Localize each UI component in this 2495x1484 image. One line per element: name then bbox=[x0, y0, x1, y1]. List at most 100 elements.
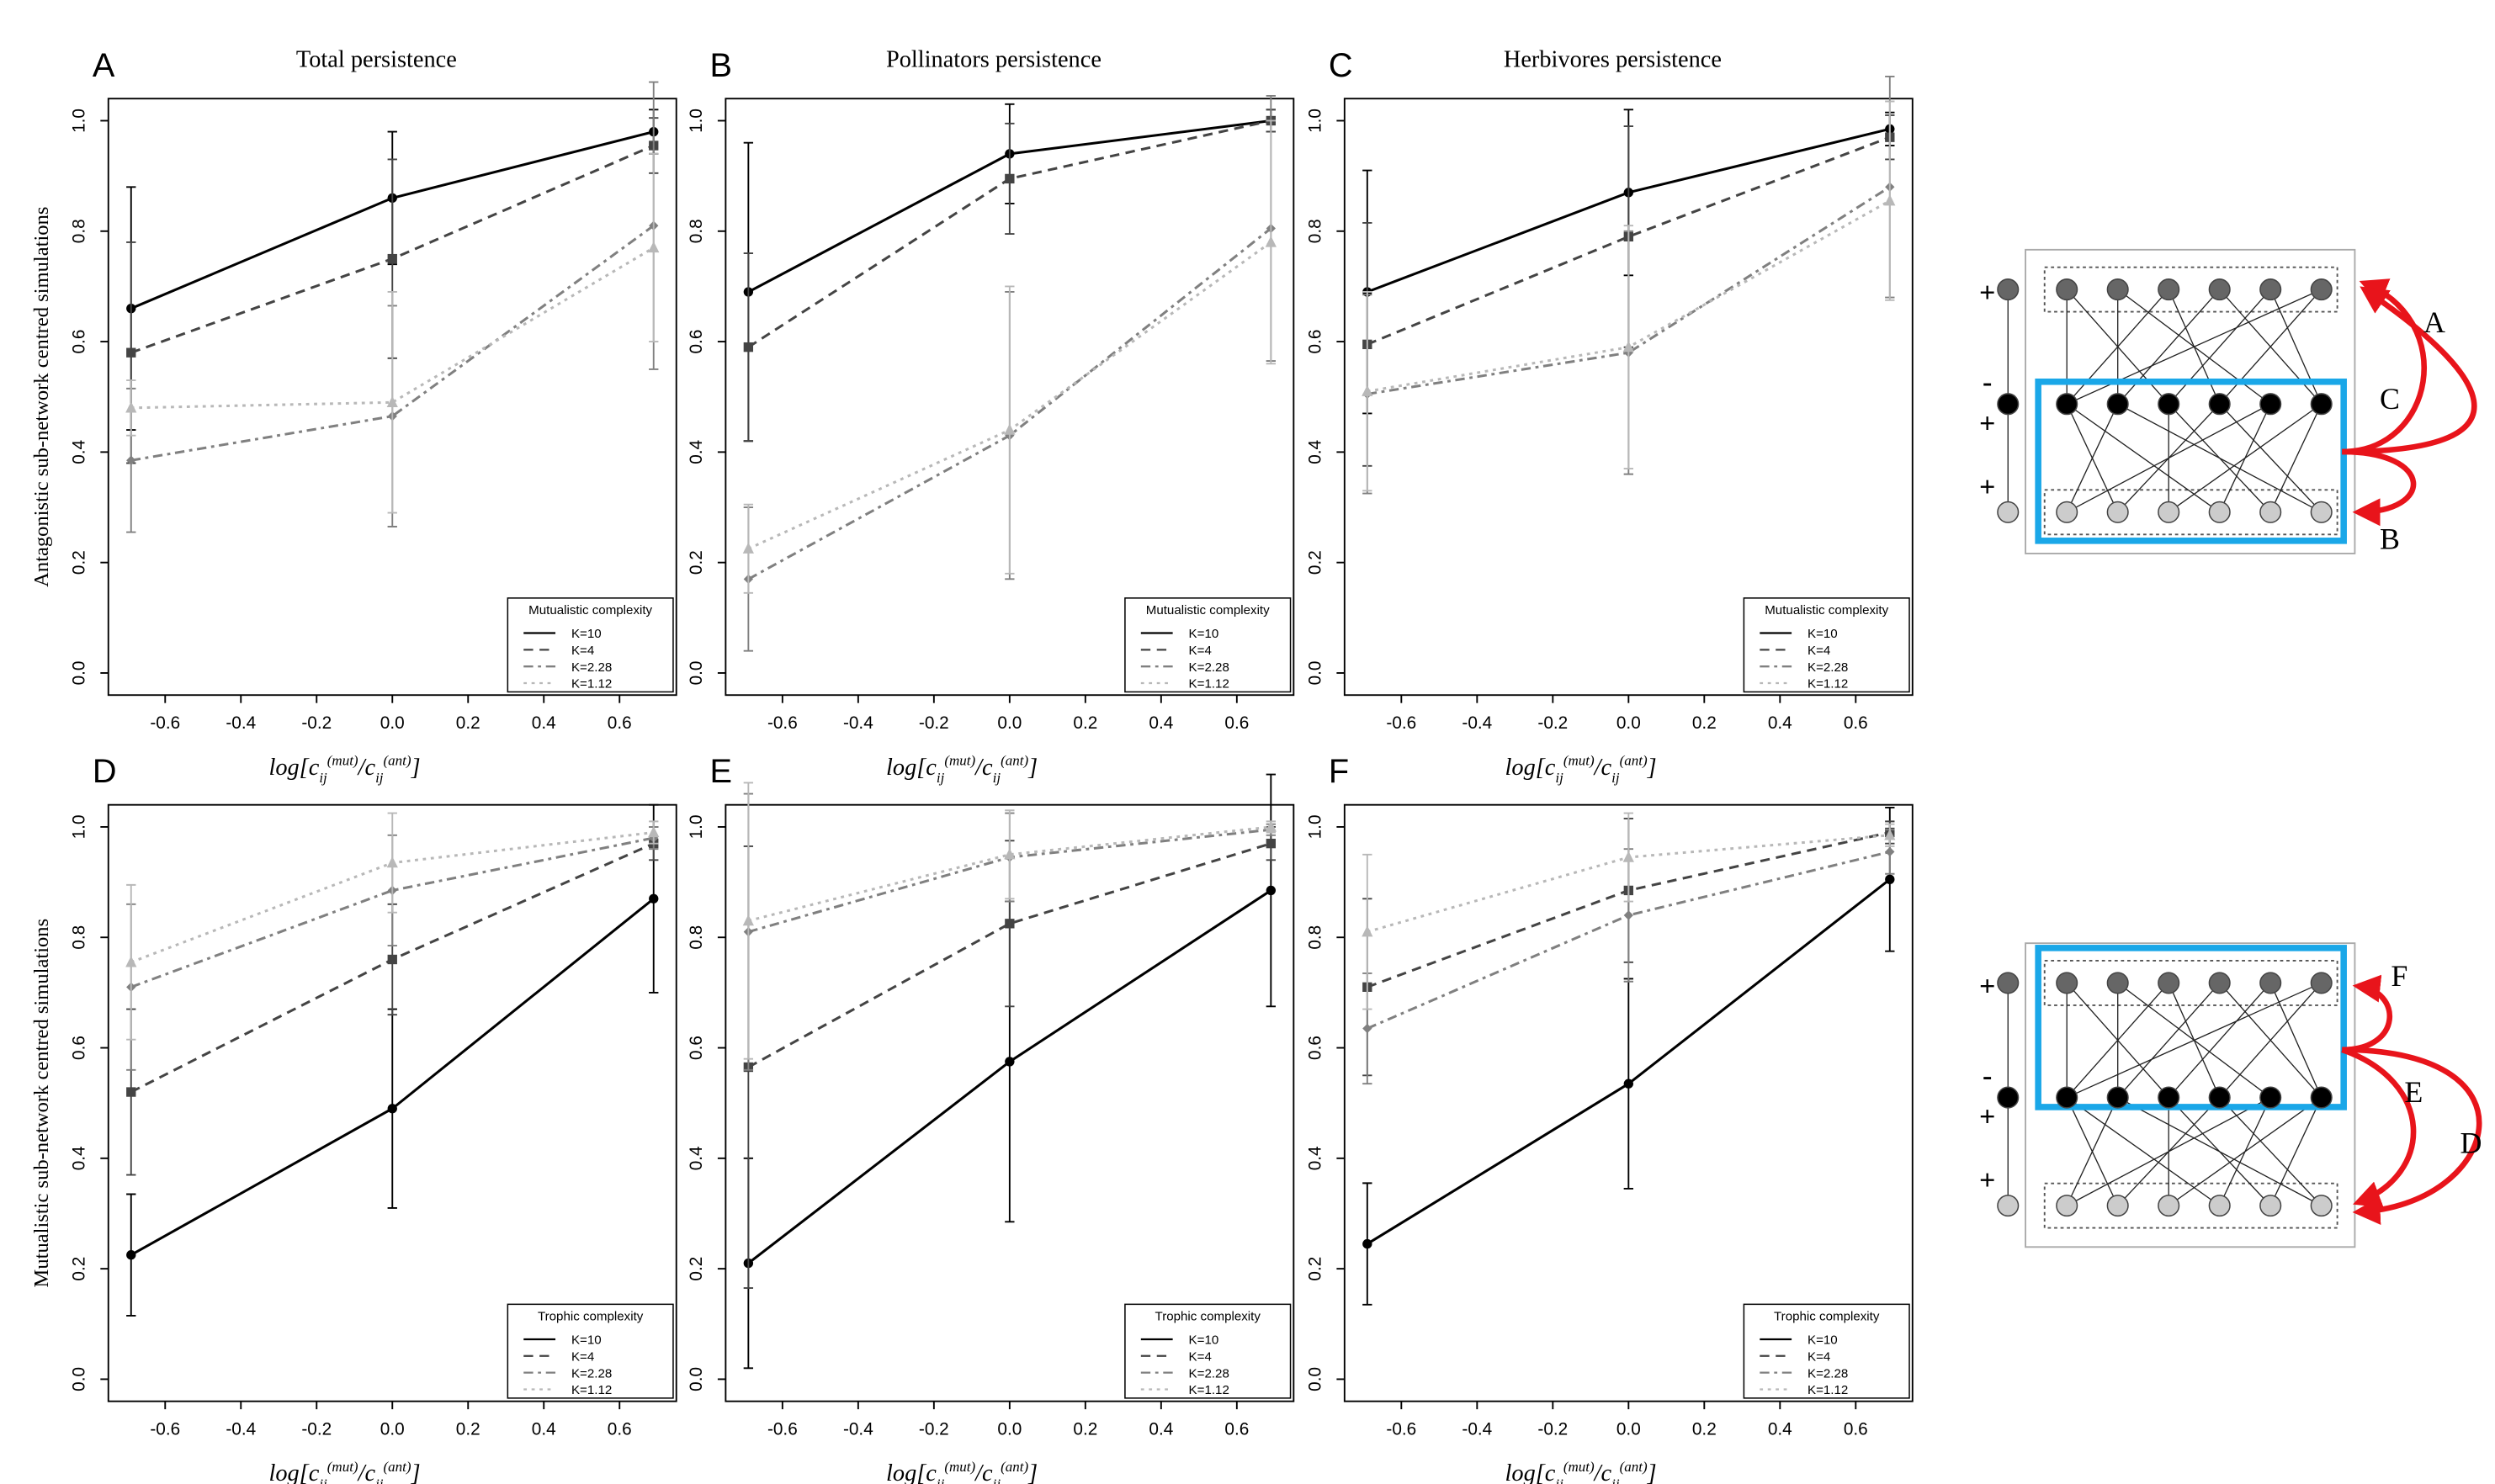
y-tick-label: 0.2 bbox=[687, 1257, 706, 1281]
marker bbox=[1266, 886, 1276, 895]
y-tick-label: 0.0 bbox=[69, 661, 88, 686]
x-axis-label: log[cij(mut)/cij(ant)] bbox=[886, 752, 1038, 786]
marker bbox=[1885, 847, 1894, 856]
node bbox=[1998, 394, 2019, 415]
node bbox=[2209, 1195, 2230, 1216]
x-tick-label: 0.6 bbox=[1224, 713, 1249, 733]
x-tick-label: -0.4 bbox=[843, 1419, 873, 1439]
x-label-part: log[c bbox=[886, 755, 937, 781]
x-tick-label: -0.4 bbox=[1462, 1419, 1492, 1439]
marker bbox=[1623, 341, 1634, 352]
x-label-part: ij bbox=[937, 770, 945, 786]
arrow-label: D bbox=[2460, 1126, 2482, 1160]
y-tick-label: 0.6 bbox=[687, 330, 706, 354]
y-tick-label: 0.2 bbox=[687, 550, 706, 575]
edge bbox=[2067, 983, 2322, 1097]
x-label-part: ] bbox=[1647, 755, 1657, 781]
node bbox=[2107, 394, 2128, 415]
x-tick-label: 0.0 bbox=[1616, 713, 1641, 733]
y-tick-label: 0.4 bbox=[1305, 1146, 1324, 1170]
legend-label: K=1.12 bbox=[1808, 677, 1848, 692]
x-label-part: (ant) bbox=[1001, 752, 1028, 768]
sign: + bbox=[1979, 1165, 1995, 1196]
node bbox=[1998, 973, 2019, 994]
x-tick-label: -0.6 bbox=[150, 713, 180, 733]
marker bbox=[126, 348, 135, 358]
arrow-label: B bbox=[2380, 522, 2400, 555]
marker bbox=[1005, 1057, 1014, 1066]
node bbox=[2158, 973, 2179, 994]
marker bbox=[1004, 424, 1015, 435]
legend-label: K=2.28 bbox=[1808, 1366, 1848, 1381]
node bbox=[1998, 279, 2019, 300]
arrow bbox=[2342, 1050, 2479, 1212]
node bbox=[2260, 973, 2281, 994]
figure: ATotal persistenceAntagonistic sub-netwo… bbox=[0, 0, 2495, 1484]
node bbox=[2158, 502, 2179, 523]
marker bbox=[1623, 851, 1634, 861]
legend-label: K=2.28 bbox=[571, 1366, 612, 1381]
x-label-part: log[c bbox=[268, 1460, 319, 1484]
x-tick-label: 0.0 bbox=[1616, 1419, 1641, 1439]
x-label-part: ij bbox=[1555, 770, 1563, 786]
x-label-part: (ant) bbox=[1620, 1459, 1648, 1475]
x-label-part: log[c bbox=[1505, 755, 1556, 781]
legend-title: Trophic complexity bbox=[1155, 1309, 1261, 1323]
x-tick-label: 0.4 bbox=[1149, 713, 1173, 733]
x-label-part: (ant) bbox=[384, 1459, 411, 1475]
edge bbox=[2169, 404, 2322, 512]
marker bbox=[1005, 174, 1014, 183]
x-label-part: (ant) bbox=[1001, 1459, 1028, 1475]
x-tick-label: 0.2 bbox=[456, 713, 480, 733]
x-label-part: ij bbox=[375, 770, 384, 786]
legend-title: Mutualistic complexity bbox=[1765, 603, 1888, 617]
y-tick-label: 0.4 bbox=[687, 440, 706, 464]
x-label-part: (mut) bbox=[327, 1459, 358, 1475]
x-tick-label: 0.0 bbox=[380, 713, 405, 733]
marker bbox=[125, 956, 136, 967]
y-tick-label: 0.0 bbox=[69, 1367, 88, 1391]
node bbox=[2311, 279, 2332, 300]
y-tick-label: 0.0 bbox=[1305, 661, 1324, 686]
marker bbox=[1362, 1024, 1372, 1033]
x-tick-label: 0.6 bbox=[1844, 713, 1868, 733]
node bbox=[2057, 502, 2078, 523]
x-label-part: ij bbox=[319, 770, 327, 786]
focus-box bbox=[2038, 948, 2344, 1107]
legend-title: Mutualistic complexity bbox=[1146, 603, 1270, 617]
x-axis-label: log[cij(mut)/cij(ant)] bbox=[886, 1459, 1038, 1484]
y-tick-label: 0.6 bbox=[1305, 1036, 1324, 1060]
y-tick-label: 0.4 bbox=[69, 440, 88, 464]
edge bbox=[2067, 404, 2220, 512]
edge bbox=[2118, 289, 2220, 404]
x-label-part: (mut) bbox=[1563, 1459, 1595, 1475]
x-tick-label: -0.2 bbox=[1537, 1419, 1568, 1439]
y-tick-label: 0.8 bbox=[69, 219, 88, 243]
marker bbox=[1362, 1239, 1372, 1248]
group-box bbox=[2045, 268, 2338, 312]
x-label-part: (ant) bbox=[1620, 752, 1648, 768]
x-label-part: ij bbox=[1555, 1476, 1563, 1484]
y-tick-label: 1.0 bbox=[1305, 109, 1324, 133]
marker bbox=[1005, 919, 1014, 928]
node bbox=[2158, 1087, 2179, 1108]
x-label-part: /c bbox=[974, 1460, 993, 1484]
legend-label: K=4 bbox=[1808, 1349, 1830, 1364]
edge bbox=[2067, 1098, 2220, 1206]
panel-letter: D bbox=[93, 753, 117, 790]
marker bbox=[649, 894, 658, 904]
edge bbox=[2067, 289, 2322, 404]
arrow bbox=[2342, 452, 2413, 512]
legend-label: K=2.28 bbox=[571, 660, 612, 675]
x-tick-label: -0.2 bbox=[1537, 713, 1568, 733]
y-tick-label: 0.6 bbox=[1305, 330, 1324, 354]
marker bbox=[1885, 875, 1894, 884]
y-tick-label: 0.2 bbox=[1305, 1257, 1324, 1281]
node bbox=[2158, 1195, 2179, 1216]
node bbox=[2107, 279, 2128, 300]
marker bbox=[388, 1104, 397, 1113]
node bbox=[2209, 279, 2230, 300]
focus-box bbox=[2038, 382, 2344, 541]
edge bbox=[2270, 983, 2322, 1097]
node bbox=[2311, 973, 2332, 994]
